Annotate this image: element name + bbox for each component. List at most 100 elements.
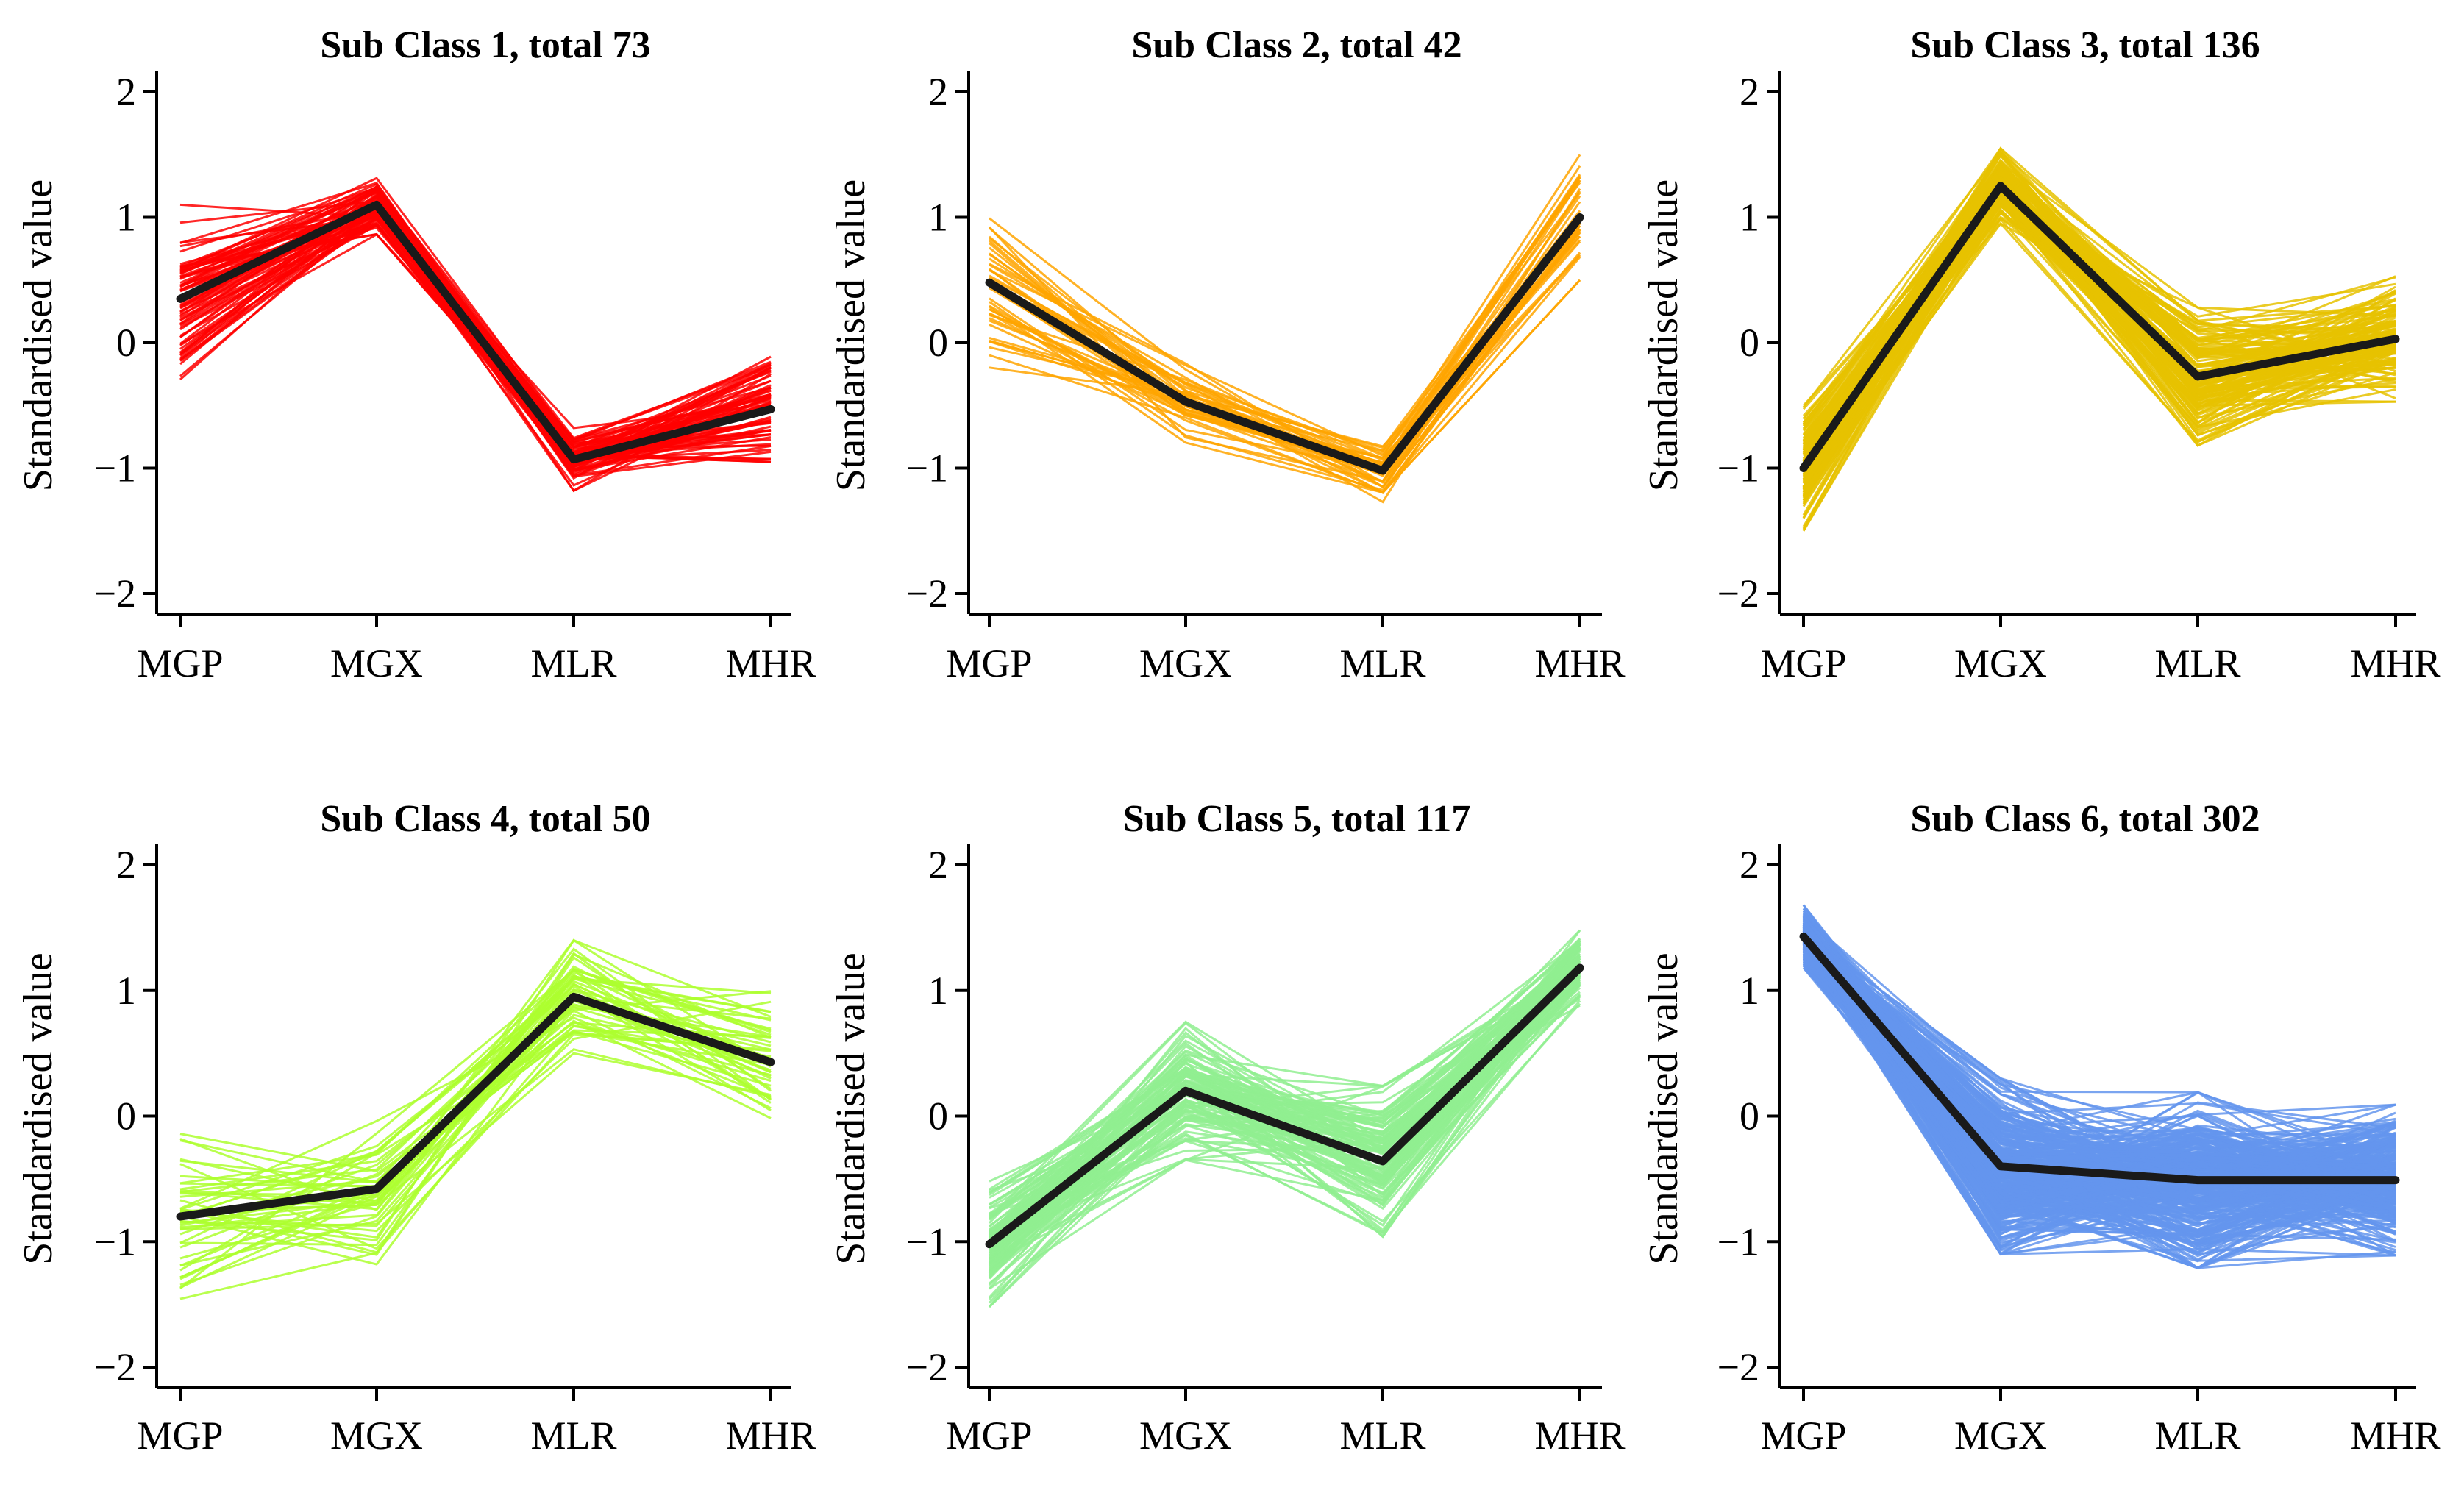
mean-line [176, 200, 775, 464]
profile-lines [988, 929, 1581, 1308]
y-tick-label: −1 [94, 446, 136, 491]
profile-line [179, 968, 772, 1218]
y-tick-label: 1 [116, 196, 136, 240]
x-tick-label: MGX [1954, 641, 2047, 685]
mean-line [985, 963, 1584, 1249]
panel-3: Sub Class 3, total 136 Standardised value… [1641, 24, 2441, 685]
y-tick-label: −2 [906, 571, 948, 616]
panel-title: Sub Class 4, total 50 [320, 798, 650, 840]
x-tick-label: MHR [725, 641, 816, 685]
y-tick-label: −1 [1717, 446, 1759, 491]
mean-line [176, 992, 775, 1221]
y-tick-label: 0 [116, 1094, 136, 1139]
x-tick-label: MLR [2154, 1414, 2240, 1458]
profile-line [1802, 936, 2396, 1202]
x-tick-label: MHR [1534, 641, 1625, 685]
x-tick-label: MGX [1954, 1414, 2047, 1458]
y-tick-label: 2 [1740, 70, 1759, 114]
profile-line [1802, 947, 2396, 1257]
profile-line [989, 229, 1581, 494]
panel-title: Sub Class 5, total 117 [1123, 798, 1470, 840]
y-tick-label: 0 [1740, 1094, 1759, 1139]
panel-title: Sub Class 1, total 73 [320, 24, 650, 66]
y-axis-label: Standardised value [1641, 179, 1687, 492]
panel-6: Sub Class 6, total 302 Standardised value… [1641, 798, 2441, 1458]
y-tick-label: 2 [928, 70, 948, 114]
profile-line [989, 230, 1581, 488]
y-tick-label: 1 [1740, 196, 1759, 240]
profile-line [179, 210, 772, 430]
mean-line [1799, 932, 2400, 1185]
y-axis-label: Standardised value [15, 179, 61, 492]
x-tick-label: MHR [1534, 1414, 1625, 1458]
y-tick-label: −2 [1717, 1345, 1759, 1389]
x-tick-label: MGP [137, 1414, 223, 1458]
y-tick-label: −2 [906, 1345, 948, 1389]
x-tick-label: MHR [2350, 641, 2440, 685]
x-tick-label: MGX [330, 1414, 423, 1458]
profile-line [1802, 921, 2396, 1195]
y-tick-label: 0 [928, 321, 948, 365]
mean-line [1799, 182, 2400, 472]
x-tick-label: MHR [2350, 1414, 2440, 1458]
mean-line [985, 213, 1584, 475]
profile-line [179, 1021, 772, 1221]
profile-line [989, 174, 1581, 466]
y-tick-label: −1 [906, 446, 948, 491]
y-tick-label: 1 [928, 969, 948, 1013]
y-axis-label: Standardised value [828, 179, 874, 492]
x-tick-label: MLR [530, 1414, 616, 1458]
profile-line [179, 208, 772, 441]
profile-line [179, 1031, 772, 1198]
profile-line [179, 952, 772, 1300]
x-tick-label: MGX [1139, 641, 1232, 685]
panel-title: Sub Class 2, total 42 [1131, 24, 1461, 66]
profile-line [179, 1005, 772, 1197]
profile-line [1802, 914, 2396, 1239]
profile-line [989, 974, 1581, 1254]
panel-4: Sub Class 4, total 50 Standardised value 2… [15, 798, 816, 1458]
x-tick-label: MLR [1339, 641, 1425, 685]
profile-line [179, 1016, 772, 1210]
y-tick-label: 0 [1740, 321, 1759, 365]
y-tick-label: 0 [928, 1094, 948, 1139]
profile-line [989, 279, 1581, 494]
y-tick-label: 2 [116, 843, 136, 887]
profile-line [989, 955, 1581, 1239]
y-tick-label: −1 [906, 1219, 948, 1264]
profile-line [1802, 943, 2396, 1241]
profile-lines [1802, 904, 2396, 1269]
y-tick-label: 1 [116, 969, 136, 1013]
profile-line [179, 974, 772, 1247]
y-tick-label: −1 [94, 1219, 136, 1264]
x-tick-label: MLR [1339, 1414, 1425, 1458]
x-tick-label: MGP [1760, 641, 1846, 685]
profile-line [179, 185, 772, 440]
y-axis-label: Standardised value [828, 952, 874, 1265]
y-tick-label: 1 [1740, 969, 1759, 1013]
profile-line [179, 1052, 772, 1231]
profile-line [1802, 950, 2396, 1233]
y-tick-label: 0 [116, 321, 136, 365]
panel-2: Sub Class 2, total 42 Standardised value 2… [828, 24, 1626, 685]
x-tick-label: MGP [137, 641, 223, 685]
x-tick-label: MLR [2154, 641, 2240, 685]
profile-line [1803, 933, 2396, 1140]
x-tick-label: MLR [530, 641, 616, 685]
x-tick-label: MHR [725, 1414, 816, 1458]
panel-title: Sub Class 3, total 136 [1910, 24, 2260, 66]
x-tick-label: MGP [1760, 1414, 1846, 1458]
y-axis-label: Standardised value [15, 952, 61, 1265]
y-tick-label: −2 [1717, 571, 1759, 616]
x-tick-label: MGX [1139, 1414, 1232, 1458]
x-tick-label: MGX [330, 641, 423, 685]
y-axis-label: Standardised value [1641, 952, 1687, 1265]
profile-line [989, 973, 1581, 1290]
x-tick-label: MGP [946, 1414, 1032, 1458]
profile-line [989, 981, 1581, 1258]
profile-line [1802, 158, 2396, 460]
panel-5: Sub Class 5, total 117 Standardised value… [828, 798, 1626, 1458]
y-tick-label: 1 [928, 196, 948, 240]
profile-lines [179, 938, 772, 1300]
